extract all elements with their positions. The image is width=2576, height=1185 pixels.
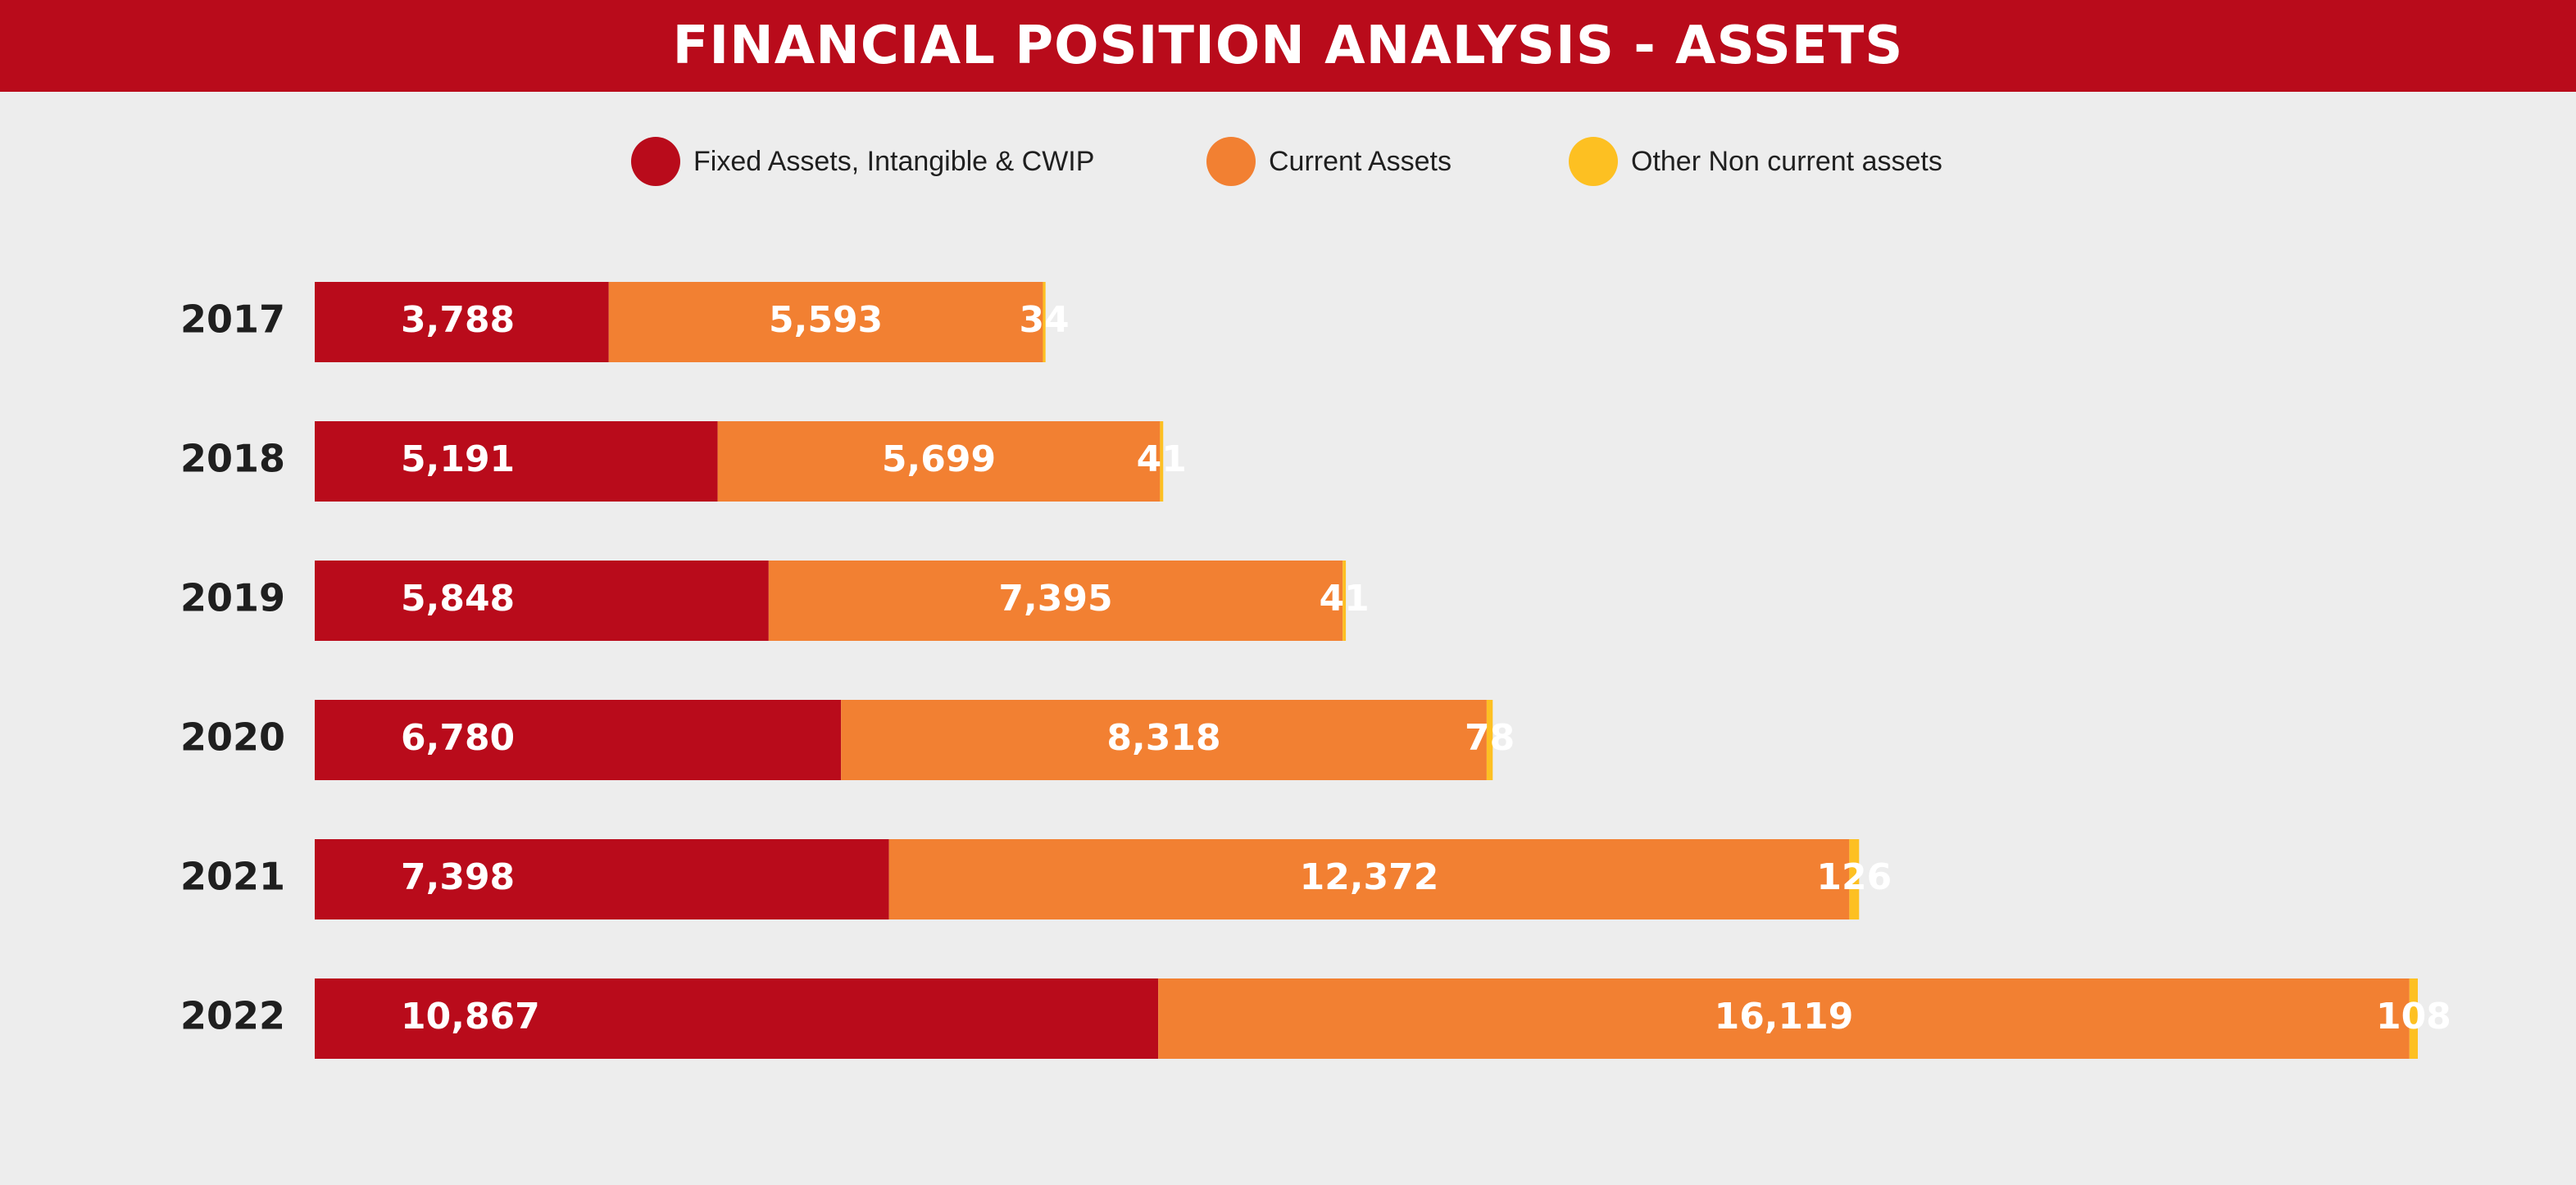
legend-swatch-other-non-current-assets [1569, 137, 1618, 186]
data-label: 7,395 [998, 578, 1112, 620]
data-label: 126 [1816, 856, 1892, 898]
data-label: 5,593 [769, 299, 883, 341]
bar-segment-fixed-assets [315, 839, 889, 919]
data-label: 34 [1019, 299, 1069, 341]
legend-label-current-assets: Current Assets [1269, 146, 1452, 177]
data-label: 78 [1465, 717, 1515, 759]
legend-label-other-non-current-assets: Other Non current assets [1631, 146, 1942, 177]
data-label: 41 [1137, 438, 1187, 480]
bar-segment-current-assets [608, 282, 1043, 362]
bar-segment-fixed-assets [315, 700, 842, 780]
bar-segment-current-assets [768, 561, 1343, 641]
y-axis-label: 2019 [180, 576, 285, 620]
data-label: 3,788 [401, 299, 515, 341]
bar-segment-fixed-assets [315, 282, 609, 362]
bar-segment-other-non-current-assets [2409, 978, 2418, 1059]
legend-item-fixed-assets: Fixed Assets, Intangible & CWIP [631, 135, 1094, 188]
y-axis-label: 2018 [180, 437, 285, 481]
data-label: 10,867 [401, 996, 540, 1037]
data-label: 8,318 [1106, 717, 1220, 759]
bar-segment-current-assets [717, 421, 1161, 502]
bar-segment-other-non-current-assets [1160, 421, 1164, 502]
legend-label-fixed-assets: Fixed Assets, Intangible & CWIP [693, 146, 1095, 177]
title-banner: FINANCIAL POSITION ANALYSIS - ASSETS [0, 0, 2576, 92]
data-label: 108 [2376, 996, 2451, 1037]
y-axis-label: 2021 [180, 855, 285, 899]
data-label: 16,119 [1715, 996, 1854, 1037]
y-axis-label: 2017 [180, 297, 285, 342]
legend-swatch-current-assets [1206, 137, 1256, 186]
bar-segment-current-assets [1158, 978, 2410, 1059]
bar-segment-fixed-assets [315, 421, 718, 502]
bar-segment-other-non-current-assets [1849, 839, 1860, 919]
bar-segment-current-assets [841, 700, 1487, 780]
data-label: 41 [1320, 578, 1370, 620]
data-label: 5,699 [882, 438, 996, 480]
bar-segment-fixed-assets [315, 978, 1159, 1059]
data-label: 6,780 [401, 717, 515, 759]
bar-segment-fixed-assets [315, 561, 769, 641]
data-label: 7,398 [401, 856, 515, 898]
y-axis-label: 2022 [180, 994, 285, 1038]
bar-segment-other-non-current-assets [1343, 561, 1347, 641]
bar-segment-other-non-current-assets [1043, 282, 1046, 362]
chart-title: FINANCIAL POSITION ANALYSIS - ASSETS [672, 16, 1904, 76]
bar-segment-current-assets [888, 839, 1850, 919]
legend-item-current-assets: Current Assets [1206, 135, 1452, 188]
bar-segment-other-non-current-assets [1486, 700, 1493, 780]
data-label: 12,372 [1300, 856, 1439, 898]
data-label: 5,191 [401, 438, 515, 480]
legend-item-other-non-current-assets: Other Non current assets [1569, 135, 1942, 188]
legend-swatch-fixed-assets [631, 137, 680, 186]
data-label: 5,848 [401, 578, 515, 620]
y-axis-label: 2020 [180, 715, 285, 760]
legend: Fixed Assets, Intangible & CWIP Current … [0, 135, 2576, 193]
